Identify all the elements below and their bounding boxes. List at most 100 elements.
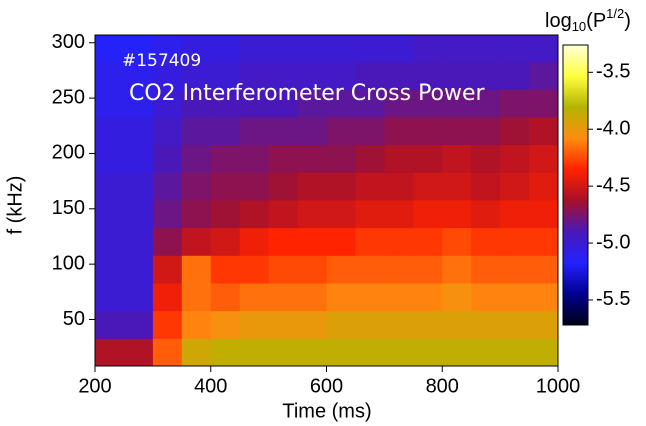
- heatmap-cell: [268, 255, 299, 284]
- heatmap-cell: [239, 144, 270, 173]
- heatmap-cell: [355, 255, 385, 284]
- heatmap-cell: [95, 89, 125, 118]
- heatmap-cell: [529, 255, 559, 284]
- heatmap-cell: [471, 144, 501, 173]
- heatmap-cell: [326, 89, 356, 118]
- heatmap-cell: [239, 282, 270, 312]
- heatmap-cell: [123, 35, 154, 63]
- x-tick-label: 800: [426, 375, 459, 397]
- heatmap-cell: [413, 61, 443, 90]
- heatmap-cell: [123, 255, 154, 284]
- heatmap-cell: [384, 282, 414, 312]
- heatmap-cell: [500, 199, 530, 229]
- heatmap-cell: [471, 199, 501, 229]
- heatmap-cell: [529, 227, 559, 256]
- heatmap-cell: [152, 116, 183, 146]
- heatmap-cell: [95, 282, 125, 312]
- heatmap-cell: [413, 172, 443, 201]
- heatmap-cell: [297, 199, 327, 229]
- heatmap-cell: [413, 282, 443, 312]
- heatmap-cell: [268, 35, 299, 63]
- heatmap-cell: [500, 144, 530, 173]
- heatmap-cell: [95, 255, 125, 284]
- heatmap-cell: [95, 227, 125, 256]
- heatmap-cell: [500, 255, 530, 284]
- heatmap-cell: [326, 172, 356, 201]
- heatmap-cell: [181, 116, 212, 146]
- heatmap-cell: [529, 116, 559, 146]
- heatmap-cell: [152, 255, 183, 284]
- heatmap-cell: [326, 35, 356, 63]
- heatmap-cell: [500, 227, 530, 256]
- heatmap-cell: [442, 199, 472, 229]
- heatmap-cell: [239, 61, 270, 90]
- heatmap-cell: [210, 35, 241, 63]
- heatmap-cell: [123, 282, 154, 312]
- heatmap-cell: [181, 338, 212, 367]
- heatmap-cell: [413, 35, 443, 63]
- heatmap-cell: [181, 61, 212, 90]
- heatmap-cell: [529, 338, 559, 367]
- heatmap-cell: [123, 227, 154, 256]
- heatmap-cell: [123, 144, 154, 173]
- colorbar-tick-label: -5.5: [596, 288, 630, 310]
- heatmap-cell: [181, 89, 212, 118]
- colorbar-tick-label: -3.5: [596, 61, 630, 83]
- heatmap-cell: [123, 338, 154, 367]
- heatmap-cell: [268, 227, 299, 256]
- colorbar-label-close: ): [624, 10, 631, 32]
- heatmap-cell: [95, 172, 125, 201]
- plot-annotation: CO2 Interferometer Cross Power: [129, 81, 486, 106]
- heatmap-cell: [384, 199, 414, 229]
- heatmap-cell: [384, 61, 414, 90]
- heatmap-cell: [239, 199, 270, 229]
- heatmap-cell: [413, 255, 443, 284]
- heatmap-cell: [326, 144, 356, 173]
- heatmap-cell: [471, 35, 501, 63]
- heatmap-cell: [239, 338, 270, 367]
- heatmap-cell: [297, 35, 327, 63]
- heatmap-cell: [297, 282, 327, 312]
- heatmap-cell: [355, 61, 385, 90]
- heatmap-cell: [326, 338, 356, 367]
- heatmap-cell: [413, 116, 443, 146]
- x-tick-label: 400: [194, 375, 227, 397]
- x-axis-label: Time (ms): [282, 400, 371, 422]
- heatmap-cell: [326, 199, 356, 229]
- heatmap-cell: [326, 310, 356, 339]
- heatmap-cell: [326, 116, 356, 146]
- heatmap-cell: [268, 144, 299, 173]
- heatmap-cell: [355, 227, 385, 256]
- heatmap-cell: [210, 282, 241, 312]
- y-tick-label: 300: [52, 31, 85, 53]
- heatmap-cell: [152, 144, 183, 173]
- colorbar-label-sup: 1/2: [606, 6, 624, 21]
- colorbar: [562, 44, 589, 326]
- heatmap-cell: [181, 282, 212, 312]
- heatmap-cell: [384, 35, 414, 63]
- heatmap-cell: [95, 61, 125, 90]
- heatmap-cell: [268, 116, 299, 146]
- heatmap-cell: [355, 144, 385, 173]
- heatmap-cell: [355, 310, 385, 339]
- heatmap-cell: [95, 199, 125, 229]
- heatmap-cell: [210, 310, 241, 339]
- heatmap-cell: [500, 116, 530, 146]
- heatmap-cell: [181, 199, 212, 229]
- heatmap-cell: [210, 89, 241, 118]
- heatmap-cell: [471, 116, 501, 146]
- heatmap-cell: [500, 172, 530, 201]
- heatmap-cell: [95, 338, 125, 367]
- heatmap-cell: [152, 227, 183, 256]
- heatmap-cell: [152, 338, 183, 367]
- heatmap-cell: [471, 61, 501, 90]
- heatmap-cell: [355, 282, 385, 312]
- heatmap: [95, 35, 559, 367]
- colorbar-tick-label: -4.5: [596, 174, 630, 196]
- heatmap-cell: [123, 89, 154, 118]
- heatmap-cell: [442, 89, 472, 118]
- heatmap-cell: [442, 144, 472, 173]
- heatmap-cell: [471, 310, 501, 339]
- heatmap-cell: [384, 172, 414, 201]
- heatmap-cell: [210, 144, 241, 173]
